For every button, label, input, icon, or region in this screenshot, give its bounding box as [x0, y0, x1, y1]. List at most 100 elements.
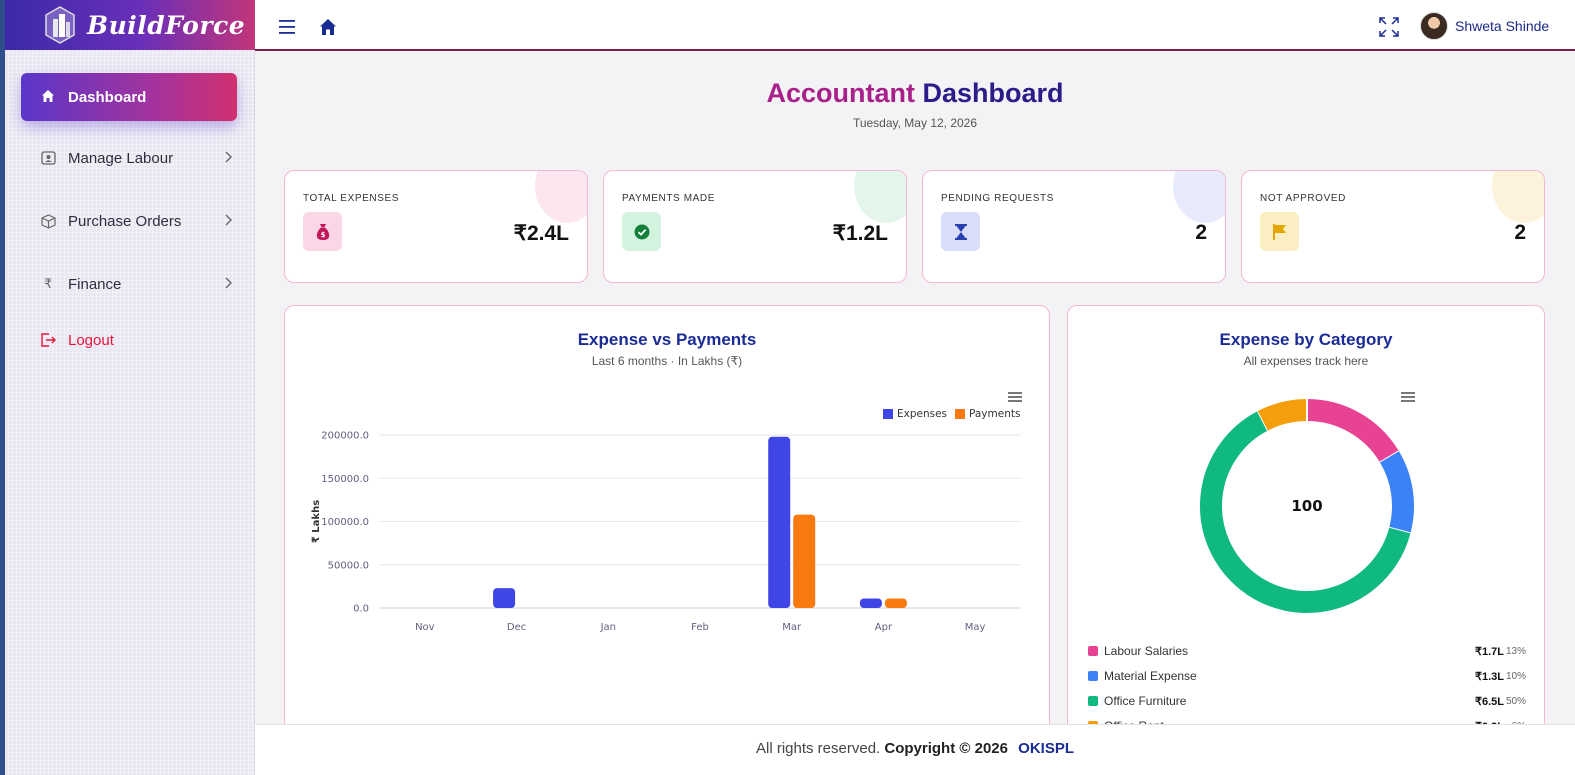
- fullscreen-icon[interactable]: [1379, 17, 1399, 37]
- footer-text: All rights reserved.: [756, 740, 881, 757]
- stat-card-not-approved: NOT APPROVED 2: [1241, 170, 1545, 283]
- panel-subtitle: Last 6 months · In Lakhs (₹): [591, 354, 743, 368]
- bar-payments: [793, 514, 816, 608]
- category-row: Office Furniture ₹6.5L 50%: [1088, 693, 1526, 709]
- brand-header[interactable]: BuildForce: [5, 0, 255, 50]
- y-tick-label: 150000.0: [321, 474, 369, 485]
- donut-slice: [1200, 410, 1411, 613]
- page-title: Accountant Dashboard: [255, 78, 1575, 109]
- sidebar-item-label: Logout: [68, 331, 114, 349]
- money-bag-icon: $: [303, 212, 342, 251]
- stat-value: ₹2.4L: [513, 222, 569, 245]
- sidebar-item-manage-labour[interactable]: Manage Labour: [40, 143, 240, 173]
- expense-bar-chart: 0.0 50000.0 100000.0 150000.0 200000.0 Nov Dec…: [311, 431, 1021, 633]
- y-axis-label: ₹ Lakhs: [311, 500, 322, 543]
- category-name: Material Expense: [1104, 669, 1197, 683]
- building-logo-icon: [45, 6, 75, 44]
- category-name: Labour Salaries: [1104, 644, 1189, 658]
- sidebar-item-dashboard[interactable]: Dashboard: [21, 73, 237, 121]
- legend-item-payments[interactable]: Payments: [955, 408, 1020, 420]
- chevron-right-icon: [224, 150, 232, 167]
- donut-slice: [1306, 399, 1399, 463]
- x-tick-label: Dec: [507, 622, 526, 633]
- legend-label: Payments: [969, 408, 1021, 420]
- category-swatch: [1088, 671, 1098, 681]
- svg-text:$: $: [320, 231, 325, 239]
- chart-menu-icon[interactable]: [1008, 392, 1022, 402]
- card-decoration: [854, 171, 906, 223]
- check-circle-icon: [622, 212, 661, 251]
- sidebar-item-label: Purchase Orders: [68, 212, 182, 230]
- panel-title: Expense by Category: [1219, 330, 1393, 349]
- x-tick-label: Jan: [600, 622, 616, 633]
- topbar: Shweta Shinde: [255, 0, 1575, 51]
- donut-center-label: 100: [1291, 497, 1322, 515]
- page-title-part1: Accountant: [766, 78, 915, 108]
- home-icon: [41, 89, 57, 105]
- sidebar-item-label: Finance: [68, 275, 122, 293]
- y-tick-label: 0.0: [353, 604, 369, 615]
- bar-payments: [884, 598, 907, 608]
- x-tick-label: May: [965, 622, 986, 633]
- box-icon: [40, 213, 56, 229]
- brand-name: BuildForce: [87, 10, 246, 40]
- rupee-icon: ₹: [43, 276, 53, 291]
- stat-card-total-expenses: TOTAL EXPENSES $ ₹2.4L: [284, 170, 588, 283]
- chevron-right-icon: [224, 213, 232, 230]
- bar-expenses: [768, 436, 791, 608]
- x-tick-label: Mar: [782, 622, 802, 633]
- category-amount: ₹1.3L: [1474, 670, 1504, 683]
- stat-label: TOTAL EXPENSES: [303, 193, 400, 204]
- card-decoration: [1173, 171, 1225, 223]
- flag-icon: [1260, 212, 1299, 251]
- legend-swatch: [883, 409, 893, 419]
- category-percent: 50%: [1505, 695, 1526, 707]
- stat-card-pending-requests: PENDING REQUESTS 2: [922, 170, 1226, 283]
- y-tick-label: 50000.0: [328, 560, 369, 571]
- category-amount: ₹6.5L: [1474, 695, 1504, 708]
- category-swatch: [1088, 646, 1098, 656]
- hourglass-icon: [941, 212, 980, 251]
- legend-item-expenses[interactable]: Expenses: [883, 408, 947, 420]
- card-decoration: [1492, 171, 1544, 223]
- donut-slice: [1379, 451, 1414, 534]
- avatar[interactable]: [1420, 12, 1448, 40]
- category-donut-chart: 100: [1200, 399, 1414, 613]
- footer: All rights reserved. Copyright © 2026 OK…: [255, 724, 1575, 775]
- panel-subtitle: All expenses track here: [1243, 354, 1369, 368]
- x-tick-label: Feb: [691, 622, 709, 633]
- category-row: Material Expense ₹1.3L 10%: [1088, 668, 1526, 684]
- sidebar-edge: [0, 0, 5, 775]
- footer-copyright: Copyright © 2026: [884, 740, 1008, 757]
- expense-by-category-panel: Expense by Category All expenses track h…: [1067, 305, 1545, 735]
- stat-value: 2: [1514, 221, 1526, 244]
- bar-expenses: [493, 588, 516, 608]
- expense-vs-payments-panel: Expense vs Payments Last 6 months · In L…: [284, 305, 1050, 735]
- category-percent: 10%: [1505, 670, 1526, 682]
- stat-label: PENDING REQUESTS: [941, 193, 1054, 204]
- card-decoration: [535, 171, 587, 223]
- sidebar-item-label: Manage Labour: [68, 149, 174, 167]
- sidebar-item-logout[interactable]: Logout: [40, 325, 240, 355]
- home-icon[interactable]: [319, 18, 337, 36]
- legend-swatch: [955, 409, 965, 419]
- stat-value: ₹1.2L: [832, 222, 888, 245]
- category-percent: 13%: [1505, 645, 1526, 657]
- sidebar: BuildForce Dashboard Manage Labour Purch…: [0, 0, 255, 775]
- category-swatch: [1088, 696, 1098, 706]
- x-tick-label: Nov: [415, 622, 435, 633]
- id-card-icon: [40, 150, 56, 166]
- user-name[interactable]: Shweta Shinde: [1455, 18, 1550, 34]
- hamburger-menu-icon[interactable]: [279, 20, 295, 34]
- page-title-part2: Dashboard: [922, 78, 1064, 108]
- donut-slice: [1257, 399, 1308, 431]
- chart-menu-icon[interactable]: [1401, 392, 1415, 402]
- sidebar-item-label: Dashboard: [68, 88, 147, 106]
- chevron-right-icon: [224, 276, 232, 293]
- footer-org-link[interactable]: OKISPL: [1018, 740, 1074, 757]
- category-amount: ₹1.7L: [1474, 645, 1504, 658]
- bar-expenses: [859, 598, 882, 608]
- sidebar-item-finance[interactable]: ₹ Finance: [40, 269, 240, 299]
- sidebar-item-purchase-orders[interactable]: Purchase Orders: [40, 206, 240, 236]
- category-row: Labour Salaries ₹1.7L 13%: [1088, 643, 1526, 659]
